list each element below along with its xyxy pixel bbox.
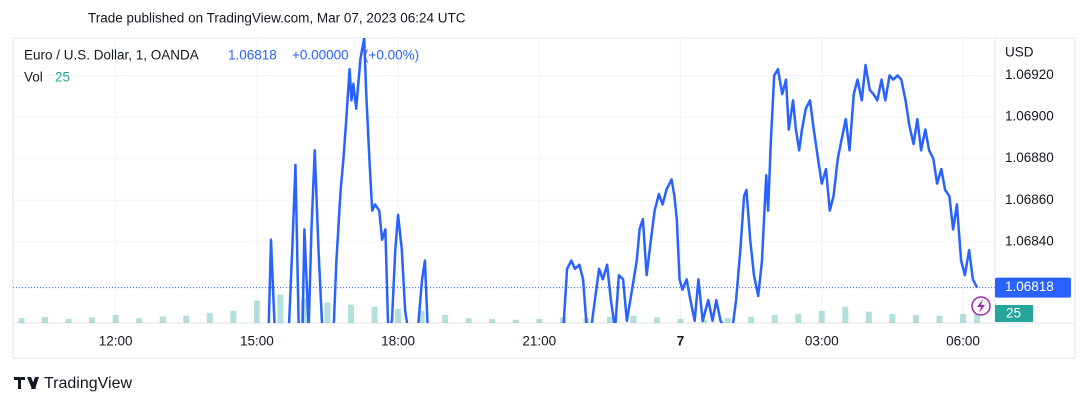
volume-bar: [536, 318, 543, 323]
volume-bar: [653, 317, 660, 323]
volume-bar: [512, 319, 519, 323]
volume-tag-label: 25: [1006, 306, 1021, 321]
grid: [13, 38, 995, 323]
volume-bar: [42, 316, 49, 323]
volume-bar: [974, 312, 981, 323]
x-tick-label: 15:00: [240, 334, 274, 349]
chart-frame: [12, 37, 1076, 359]
volume-bar: [112, 314, 119, 323]
volume-bar: [842, 306, 849, 323]
volume-bar: [889, 314, 896, 323]
volume-bar: [701, 319, 708, 323]
x-tick-label: 21:00: [522, 334, 556, 349]
volume-bar: [18, 318, 25, 323]
brand-logo: [14, 377, 39, 389]
volume-bar: [465, 318, 472, 323]
volume-bar: [677, 318, 684, 323]
legend-price: 1.06818: [228, 48, 277, 63]
x-tick-label: 12:00: [99, 334, 133, 349]
volume-bar: [136, 318, 143, 323]
volume-bar: [183, 315, 190, 323]
volume-bar: [348, 304, 355, 323]
volume-bar: [606, 316, 613, 323]
volume-bar: [418, 310, 425, 323]
volume-bar: [89, 317, 96, 323]
last-price-tag: [995, 277, 1071, 298]
legend-change: +0.00000: [292, 48, 349, 63]
volume-bar: [936, 315, 943, 323]
volume-legend-value: 25: [55, 70, 70, 85]
volume-bar: [912, 314, 919, 323]
volume-bar: [230, 310, 237, 323]
volume-bar: [324, 302, 331, 323]
volume-bar: [771, 314, 778, 323]
volume-tag: [995, 305, 1033, 322]
y-axis-label: USD: [1005, 45, 1034, 60]
x-tick-label: 03:00: [805, 334, 839, 349]
volume-bar: [959, 314, 966, 323]
volume-bar: [442, 314, 449, 323]
volume-bar: [159, 316, 166, 323]
price-layer: [267, 38, 979, 323]
volume-bar: [253, 300, 260, 323]
brand-name: TradingView: [44, 375, 132, 392]
volume-bar: [395, 308, 402, 323]
volume-bar: [724, 318, 731, 323]
legend-change-percent: (+0.00%): [364, 48, 419, 63]
y-tick-label: 1.06840: [1005, 233, 1054, 248]
volume-bar: [748, 316, 755, 323]
volume-bar: [489, 318, 496, 323]
published-note: Trade published on TradingView.com, Mar …: [88, 11, 466, 26]
volume-legend-label: Vol: [24, 70, 43, 85]
y-tick-label: 1.06920: [1005, 67, 1054, 82]
volume-layer: [18, 294, 981, 323]
last-price-label: 1.06818: [1005, 279, 1054, 294]
volume-bar: [865, 311, 872, 323]
x-tick-label: 7: [677, 334, 685, 349]
y-tick-label: 1.06900: [1005, 109, 1054, 124]
volume-bar: [371, 306, 378, 323]
volume-bar: [630, 315, 637, 323]
volume-bar: [818, 310, 825, 323]
volume-bar: [65, 318, 72, 323]
y-tick-label: 1.06860: [1005, 192, 1054, 207]
x-tick-label: 18:00: [381, 334, 415, 349]
alert-bolt: [977, 299, 985, 313]
symbol-title: Euro / U.S. Dollar, 1, OANDA: [24, 48, 199, 63]
price-line: [267, 38, 979, 323]
volume-bar: [795, 314, 802, 323]
x-tick-label: 06:00: [946, 334, 980, 349]
volume-bar: [277, 294, 284, 323]
volume-bar: [206, 312, 213, 323]
y-tick-label: 1.06880: [1005, 150, 1054, 165]
